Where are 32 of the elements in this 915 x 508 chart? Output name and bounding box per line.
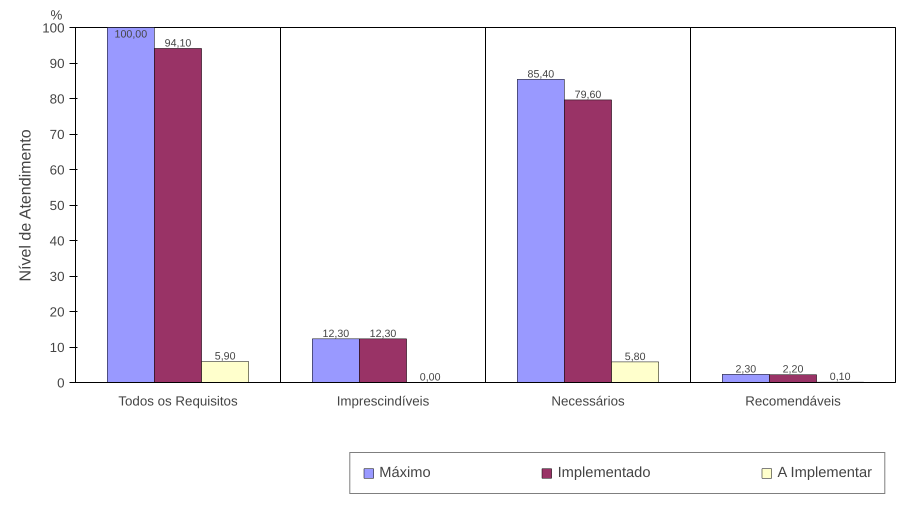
data-label: 2,30 <box>735 363 756 376</box>
y-tick-label: 60 <box>50 162 65 178</box>
data-label: 100,00 <box>114 28 148 40</box>
data-label: 0,10 <box>830 371 851 384</box>
data-label: 5,80 <box>624 350 646 363</box>
data-label: 12,30 <box>370 328 396 340</box>
legend-label: Implementado <box>558 465 650 482</box>
data-label: 0,00 <box>420 372 441 384</box>
data-label: 79,60 <box>574 88 602 101</box>
data-label: 94,10 <box>164 37 192 50</box>
x-tick-label: Imprescindíveis <box>336 394 430 408</box>
y-tick-label: 50 <box>50 198 65 213</box>
y-tick-label: 90 <box>50 56 65 71</box>
y-tick-label: 40 <box>50 234 65 248</box>
y-tick-label: 100 <box>42 20 65 36</box>
x-tick-label: Todos os Requisitos <box>118 394 238 408</box>
y-tick-label: 0 <box>57 376 65 390</box>
data-label: 12,30 <box>322 328 350 340</box>
data-label: 5,90 <box>214 350 236 363</box>
y-axis-title: Nível de Atendimento <box>17 129 34 282</box>
data-label: 2,20 <box>782 364 804 376</box>
x-tick-label: Recomendáveis <box>745 394 842 408</box>
y-tick-label: 20 <box>50 304 65 320</box>
text: % <box>50 8 62 22</box>
y-tick-label: 10 <box>50 340 65 355</box>
legend-label: Máximo <box>379 465 431 482</box>
data-label: 85,40 <box>528 68 554 80</box>
legend-label: A Implementar <box>778 465 872 482</box>
x-tick-label: Necessários <box>551 394 625 408</box>
y-tick-label: 70 <box>50 127 65 142</box>
y-tick-label: 30 <box>50 269 65 284</box>
y-tick-label: 80 <box>50 92 65 106</box>
